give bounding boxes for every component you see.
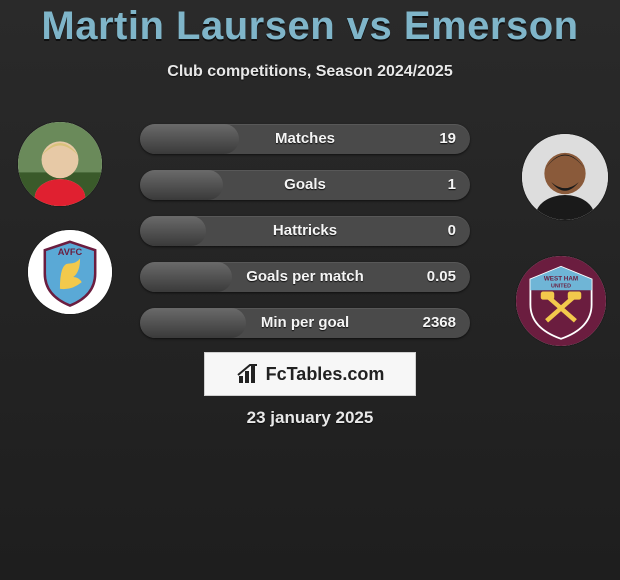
stat-label: Hattricks [273, 216, 337, 246]
badge-text: AVFC [58, 247, 83, 257]
stat-value: 2368 [423, 308, 456, 338]
footer-date: 23 january 2025 [0, 408, 620, 428]
stat-fill [140, 170, 223, 200]
stat-fill [140, 216, 206, 246]
stat-label: Matches [275, 124, 335, 154]
badge-text-top: WEST HAM [544, 275, 578, 282]
stat-fill [140, 308, 246, 338]
stat-fill [140, 262, 232, 292]
stat-label: Goals per match [246, 262, 364, 292]
player2-face [544, 153, 585, 194]
stat-label: Min per goal [261, 308, 349, 338]
stat-value: 0 [448, 216, 456, 246]
title-player1: Martin Laursen [41, 4, 335, 48]
player1-avatar [18, 122, 102, 206]
stat-row-min-per-goal: Min per goal 2368 [140, 308, 470, 338]
stat-row-hattricks: Hattricks 0 [140, 216, 470, 246]
bar-chart-icon [236, 362, 260, 386]
subtitle: Club competitions, Season 2024/2025 [0, 63, 620, 81]
player2-club-badge: WEST HAM UNITED [516, 256, 606, 346]
title-player2: Emerson [404, 4, 579, 48]
stat-row-matches: Matches 19 [140, 124, 470, 154]
logo-text: FcTables.com [266, 364, 385, 385]
page-title: Martin Laursen vs Emerson [0, 0, 620, 49]
player2-avatar [522, 134, 608, 220]
title-vs: vs [347, 4, 393, 48]
badge-text-bottom: UNITED [551, 284, 571, 290]
stat-value: 0.05 [427, 262, 456, 292]
player1-face [42, 141, 79, 178]
stats-container: Matches 19 Goals 1 Hattricks 0 Goals per… [140, 124, 470, 354]
player1-club-badge: AVFC [28, 230, 112, 314]
stat-row-goals-per-match: Goals per match 0.05 [140, 262, 470, 292]
stat-value: 19 [439, 124, 456, 154]
stat-value: 1 [448, 170, 456, 200]
stat-fill [140, 124, 239, 154]
fctables-logo[interactable]: FcTables.com [204, 352, 416, 396]
stat-label: Goals [284, 170, 326, 200]
stat-row-goals: Goals 1 [140, 170, 470, 200]
